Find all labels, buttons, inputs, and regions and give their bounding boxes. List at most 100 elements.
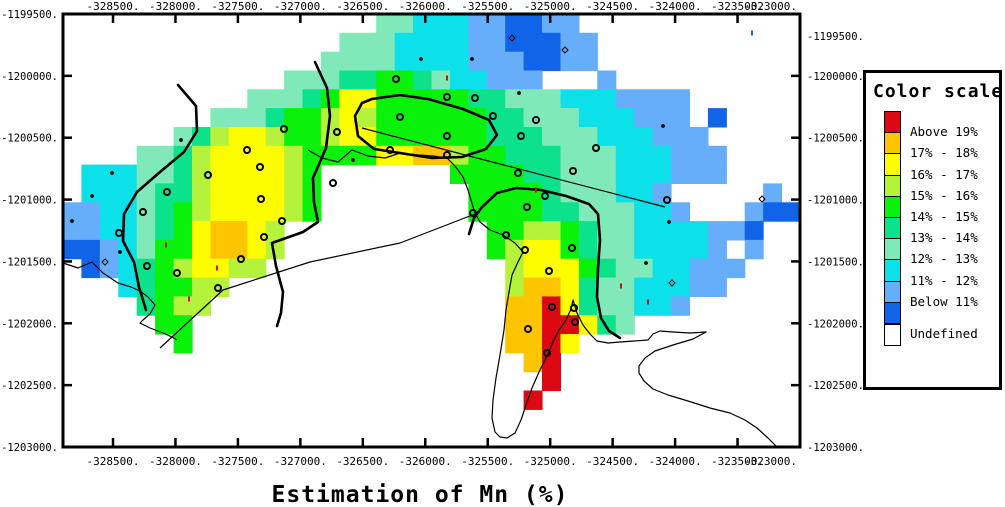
raster-cell — [81, 164, 101, 184]
raster-cell — [707, 145, 727, 166]
y-axis-label-left: -1202000. — [1, 318, 58, 330]
raster-cell — [523, 352, 543, 373]
raster-cell — [228, 221, 248, 241]
x-axis-label-top: -326000. — [399, 0, 452, 13]
raster-cell — [99, 239, 119, 260]
raster-cell — [634, 164, 654, 184]
raster-cell — [431, 145, 451, 166]
raster-cell — [431, 14, 451, 34]
raster-cell — [247, 89, 267, 109]
raster-cell — [523, 32, 543, 53]
sample-circle — [541, 192, 549, 200]
legend-label: Undefined — [910, 326, 978, 342]
raster-cell — [505, 145, 525, 166]
raster-cell — [597, 277, 617, 297]
x-axis-label-bottom: -327500. — [211, 455, 264, 468]
raster-cell — [597, 221, 617, 241]
sample-circle — [571, 318, 579, 326]
sample-dot — [644, 261, 648, 265]
raster-cell — [136, 183, 156, 203]
raster-cell — [523, 145, 543, 166]
sample-circle — [471, 94, 479, 102]
x-axis-label-bottom: -328500. — [87, 455, 140, 468]
raster-cell — [247, 202, 267, 222]
raster-cell — [302, 183, 322, 203]
sample-circle — [469, 209, 477, 217]
raster-cell — [173, 239, 193, 260]
sample-circle — [663, 196, 671, 204]
raster-cell — [634, 127, 654, 147]
x-axis-label-top: -324000. — [649, 0, 702, 13]
raster-cell — [155, 239, 175, 260]
raster-cell — [210, 183, 230, 203]
sample-dot — [667, 220, 671, 224]
x-axis-label-top: -328500. — [87, 0, 140, 13]
coastline — [361, 127, 666, 208]
legend-label: Above 19% — [910, 124, 978, 140]
sample-circle — [257, 195, 265, 203]
raster-cell — [468, 183, 488, 203]
raster-cell — [505, 202, 525, 222]
raster-cell — [560, 145, 580, 166]
raster-cell — [578, 127, 598, 147]
sample-circle — [214, 284, 222, 292]
sample-circle — [568, 244, 576, 252]
raster-cell — [192, 258, 211, 279]
sample-circle — [204, 171, 212, 179]
x-axis-label-top: -323000. — [744, 0, 797, 13]
sample-dot — [90, 194, 94, 198]
raster-cell — [707, 221, 727, 241]
raster-cell — [486, 89, 506, 109]
legend-swatch-12-13- — [884, 238, 901, 261]
raster-cell — [505, 70, 525, 90]
legend-swatch-16-17- — [884, 153, 901, 176]
raster-cell — [376, 70, 396, 90]
raster-cell — [173, 127, 193, 147]
raster-cell — [228, 145, 248, 166]
raster-cell — [634, 258, 654, 279]
raster-cell — [707, 277, 727, 297]
raster-cell — [284, 145, 304, 166]
raster-cell — [689, 127, 709, 147]
raster-cell — [173, 258, 193, 279]
raster-cell — [247, 258, 267, 279]
sample-circle — [443, 132, 451, 140]
color-scale-title: Color scale — [873, 81, 1004, 102]
sample-circle — [243, 146, 251, 154]
raster-cell — [781, 202, 801, 222]
raster-cell — [560, 127, 580, 147]
raster-cell — [357, 51, 377, 72]
sample-circle — [278, 217, 286, 225]
raster-cell — [505, 14, 525, 34]
raster-cell — [689, 145, 709, 166]
raster-cell — [542, 315, 561, 335]
raster-cell — [578, 315, 598, 335]
sample-dot — [470, 57, 474, 61]
raster-cell — [284, 108, 304, 128]
sample-circle — [443, 93, 451, 101]
raster-cell — [597, 183, 617, 203]
raster-cell — [542, 221, 561, 241]
raster-cell — [376, 127, 396, 147]
raster-cell — [689, 239, 709, 260]
raster-cell — [376, 108, 396, 128]
sample-circle — [333, 128, 341, 136]
raster-cell — [597, 202, 617, 222]
y-axis-label-right: -1201000. — [807, 195, 864, 207]
raster-cell — [671, 89, 690, 109]
raster-cell — [265, 127, 285, 147]
raster-cell — [339, 127, 359, 147]
raster-cell — [505, 89, 525, 109]
raster-cell — [173, 164, 193, 184]
raster-cell — [542, 164, 561, 184]
raster-cell — [505, 108, 525, 128]
raster-cell — [505, 127, 525, 147]
raster-cell — [394, 108, 414, 128]
raster-cell — [597, 108, 617, 128]
raster-cell — [413, 14, 433, 34]
raster-cell — [247, 108, 267, 128]
raster-cell — [652, 127, 672, 147]
raster-cell — [542, 32, 561, 53]
raster-cell — [284, 70, 304, 90]
